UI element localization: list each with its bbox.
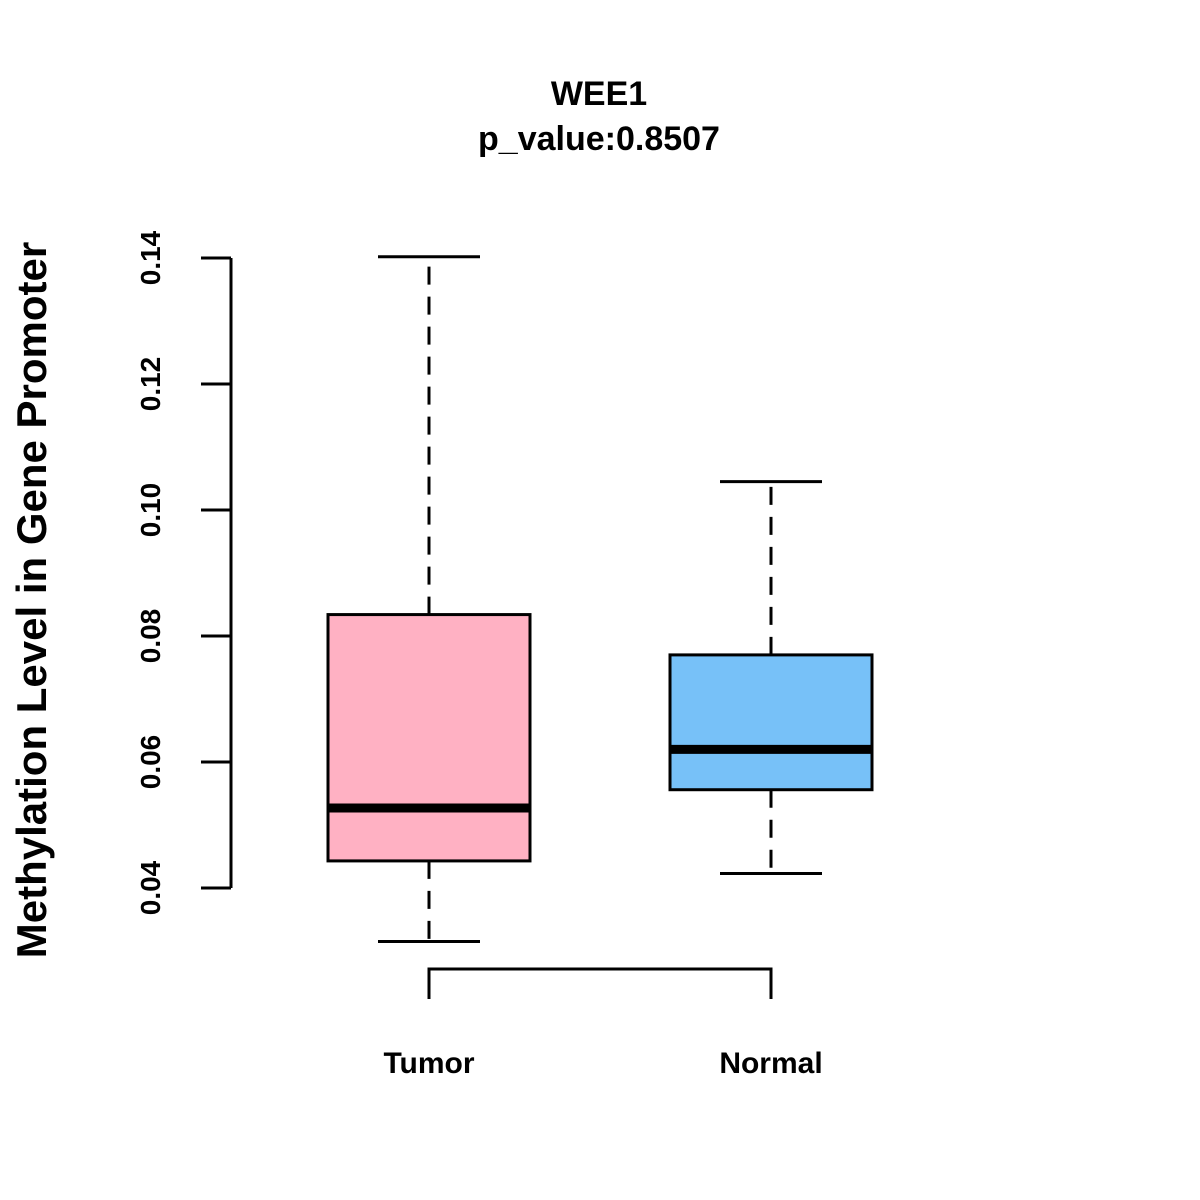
chart-subtitle: p_value:0.8507: [478, 120, 720, 158]
y-tick-label: 0.14: [135, 230, 166, 285]
comparison-bracket: [427, 967, 773, 999]
chart-title: WEE1: [551, 75, 647, 113]
x-label-normal: Normal: [719, 1047, 822, 1080]
bracket-line: [427, 967, 773, 999]
y-tick-label: 0.10: [135, 483, 166, 538]
x-label-tumor: Tumor: [383, 1047, 474, 1080]
y-axis: 0.04 0.06 0.08 0.10 0.12 0.14: [135, 230, 233, 915]
y-tick-label: 0.04: [135, 860, 166, 915]
y-tick-label: 0.08: [135, 609, 166, 664]
box-series: [326, 255, 874, 944]
y-tick-label: 0.12: [135, 357, 166, 412]
iqr-box: [326, 613, 532, 863]
x-axis-labels: Tumor Normal: [383, 1047, 822, 1080]
box-tumor: [326, 255, 532, 944]
y-tick-label: 0.06: [135, 735, 166, 790]
iqr-box: [668, 653, 874, 792]
y-axis-label: Methylation Level in Gene Promoter: [8, 242, 55, 958]
box-normal: [668, 480, 874, 876]
